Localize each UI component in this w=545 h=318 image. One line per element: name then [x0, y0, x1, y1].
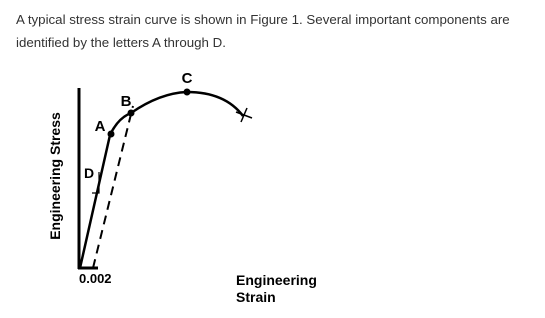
point-c — [183, 88, 191, 96]
stress-strain-curve — [78, 90, 244, 269]
slope-triangle — [92, 172, 100, 194]
label-c: C — [182, 70, 193, 87]
fracture-mark — [240, 107, 248, 123]
label-d: D — [84, 165, 94, 181]
offset-line — [92, 105, 134, 269]
y-axis-label: Engineering Stress — [47, 112, 63, 240]
x-axis-label: Strain — [236, 289, 276, 305]
point-a — [107, 130, 115, 138]
point-b — [127, 109, 135, 117]
paragraph: A typical stress strain curve is shown i… — [16, 12, 510, 50]
x-axis-label: Engineering — [236, 272, 317, 288]
label-a: A — [95, 118, 106, 135]
offset-label: 0.002 — [79, 271, 112, 286]
label-b: B — [121, 93, 132, 110]
